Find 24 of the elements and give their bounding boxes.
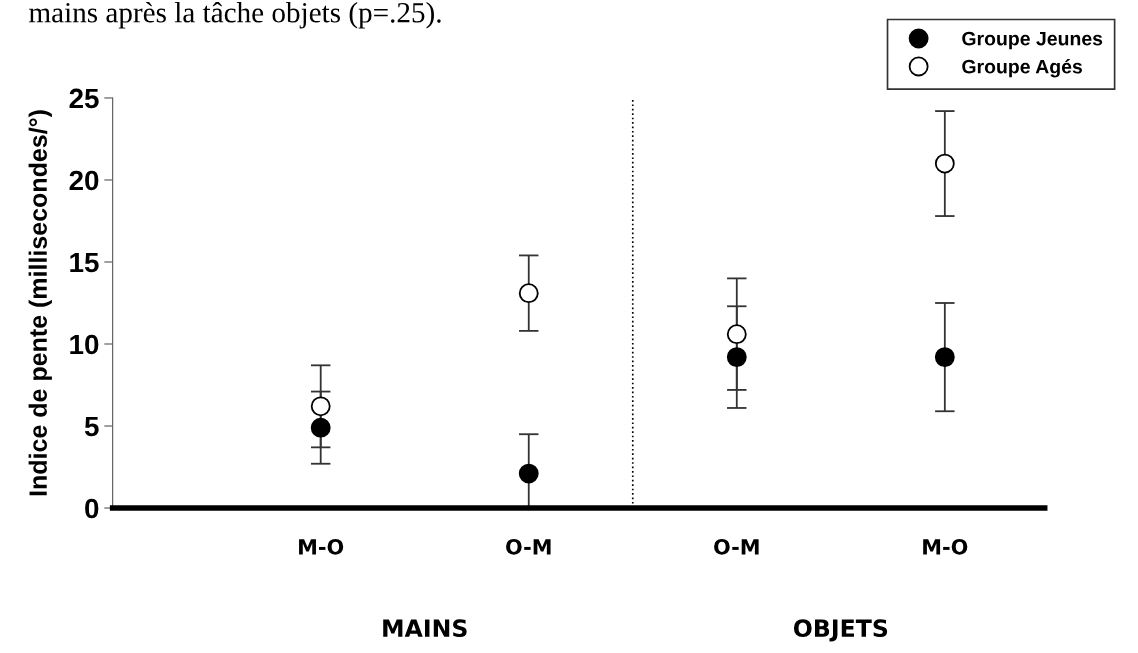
x-tick-label: O-M (714, 538, 759, 555)
text: mains après la tâche objets (p=.25). (29, 1, 441, 29)
point (934, 347, 955, 368)
legend-label: Groupe Jeunes (962, 31, 1103, 50)
y-tick-label: 15 (70, 252, 99, 273)
y-tick-label: 0 (85, 498, 99, 519)
x-tick-label: O-M (506, 538, 551, 555)
point (518, 463, 539, 484)
y-axis-title: Indice de pente (millisecondes/°) (28, 110, 52, 496)
text: MAINS (383, 619, 467, 638)
x-tick-label: M-O (299, 538, 344, 555)
y-tick-label: 20 (69, 170, 99, 191)
x-tick-label: M-O (923, 538, 968, 555)
point (726, 324, 747, 345)
point (934, 153, 955, 174)
point (726, 347, 747, 368)
point (310, 396, 331, 417)
y-tick-label: 25 (69, 88, 99, 109)
point (310, 417, 331, 438)
point (518, 283, 539, 304)
y-tick-label: 10 (70, 334, 99, 355)
text: OBJETS (793, 619, 888, 642)
legend-label: Groupe Agés (962, 59, 1082, 78)
y-tick-label: 5 (84, 416, 99, 437)
